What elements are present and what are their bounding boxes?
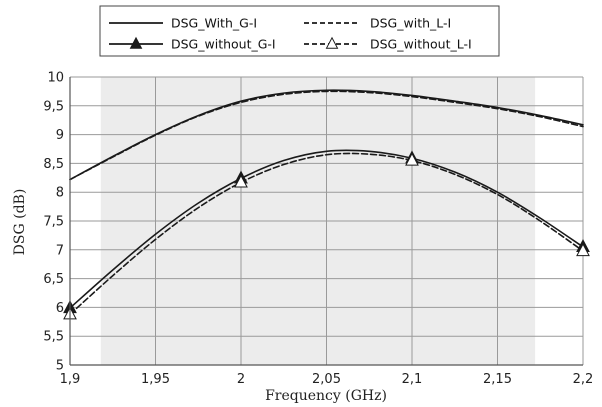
x-tick-label: 2,05 — [312, 372, 341, 387]
legend-label: DSG_without_L-I — [370, 37, 472, 52]
y-tick-label: 5,5 — [43, 330, 64, 345]
x-tick-label: 2 — [237, 372, 245, 387]
x-tick-label: 1,95 — [141, 372, 170, 387]
series-line — [69, 149, 584, 309]
x-tick-label: 2,2 — [573, 372, 594, 387]
legend: DSG_With_G-I DSG_with_L-I DSG_without_G-I D… — [99, 5, 500, 57]
legend-entry: DSG_without_L-I — [304, 37, 472, 52]
legend-label: DSG_With_G-I — [171, 16, 257, 31]
y-axis-title: DSG (dB) — [12, 189, 28, 256]
legend-label: DSG_with_L-I — [370, 16, 451, 31]
y-tick-label: 7 — [56, 243, 64, 258]
legend-entry: DSG_without_G-I — [109, 37, 276, 52]
series-1 — [69, 90, 584, 181]
data-point — [405, 152, 419, 166]
series-line — [69, 90, 584, 181]
y-tick-label: 5 — [56, 359, 64, 374]
y-tick-label: 9 — [56, 128, 64, 143]
series-3 — [63, 152, 590, 320]
x-tick-label: 2,15 — [483, 372, 512, 387]
y-tick-label: 8 — [56, 186, 64, 201]
data-point — [576, 243, 590, 257]
legend-entry: DSG_With_G-I — [109, 16, 257, 31]
data-point — [234, 174, 248, 188]
series-line — [69, 152, 584, 316]
legend-swatch-marker — [325, 36, 339, 49]
axes: 1,9 1,95 2 2,05 2,1 2,15 2,2 5 5,5 6 6,5 7 7,5 8 8,5 9 9… — [43, 71, 593, 388]
x-tick-label: 1,9 — [60, 372, 81, 387]
y-tick-label: 9,5 — [43, 99, 64, 114]
y-tick-label: 7,5 — [43, 215, 64, 230]
series-layer — [63, 89, 590, 320]
x-axis-title: Frequency (GHz) — [265, 388, 387, 404]
legend-label: DSG_without_G-I — [171, 37, 276, 52]
legend-box — [99, 5, 500, 57]
legend-swatch-marker — [129, 36, 143, 49]
y-tick-label: 8,5 — [43, 157, 64, 172]
y-tick-label: 6,5 — [43, 272, 64, 287]
x-tick-label: 2,1 — [402, 372, 423, 387]
y-tick-label: 10 — [47, 71, 64, 86]
y-tick-label: 6 — [56, 301, 64, 316]
legend-entry: DSG_with_L-I — [304, 16, 451, 31]
